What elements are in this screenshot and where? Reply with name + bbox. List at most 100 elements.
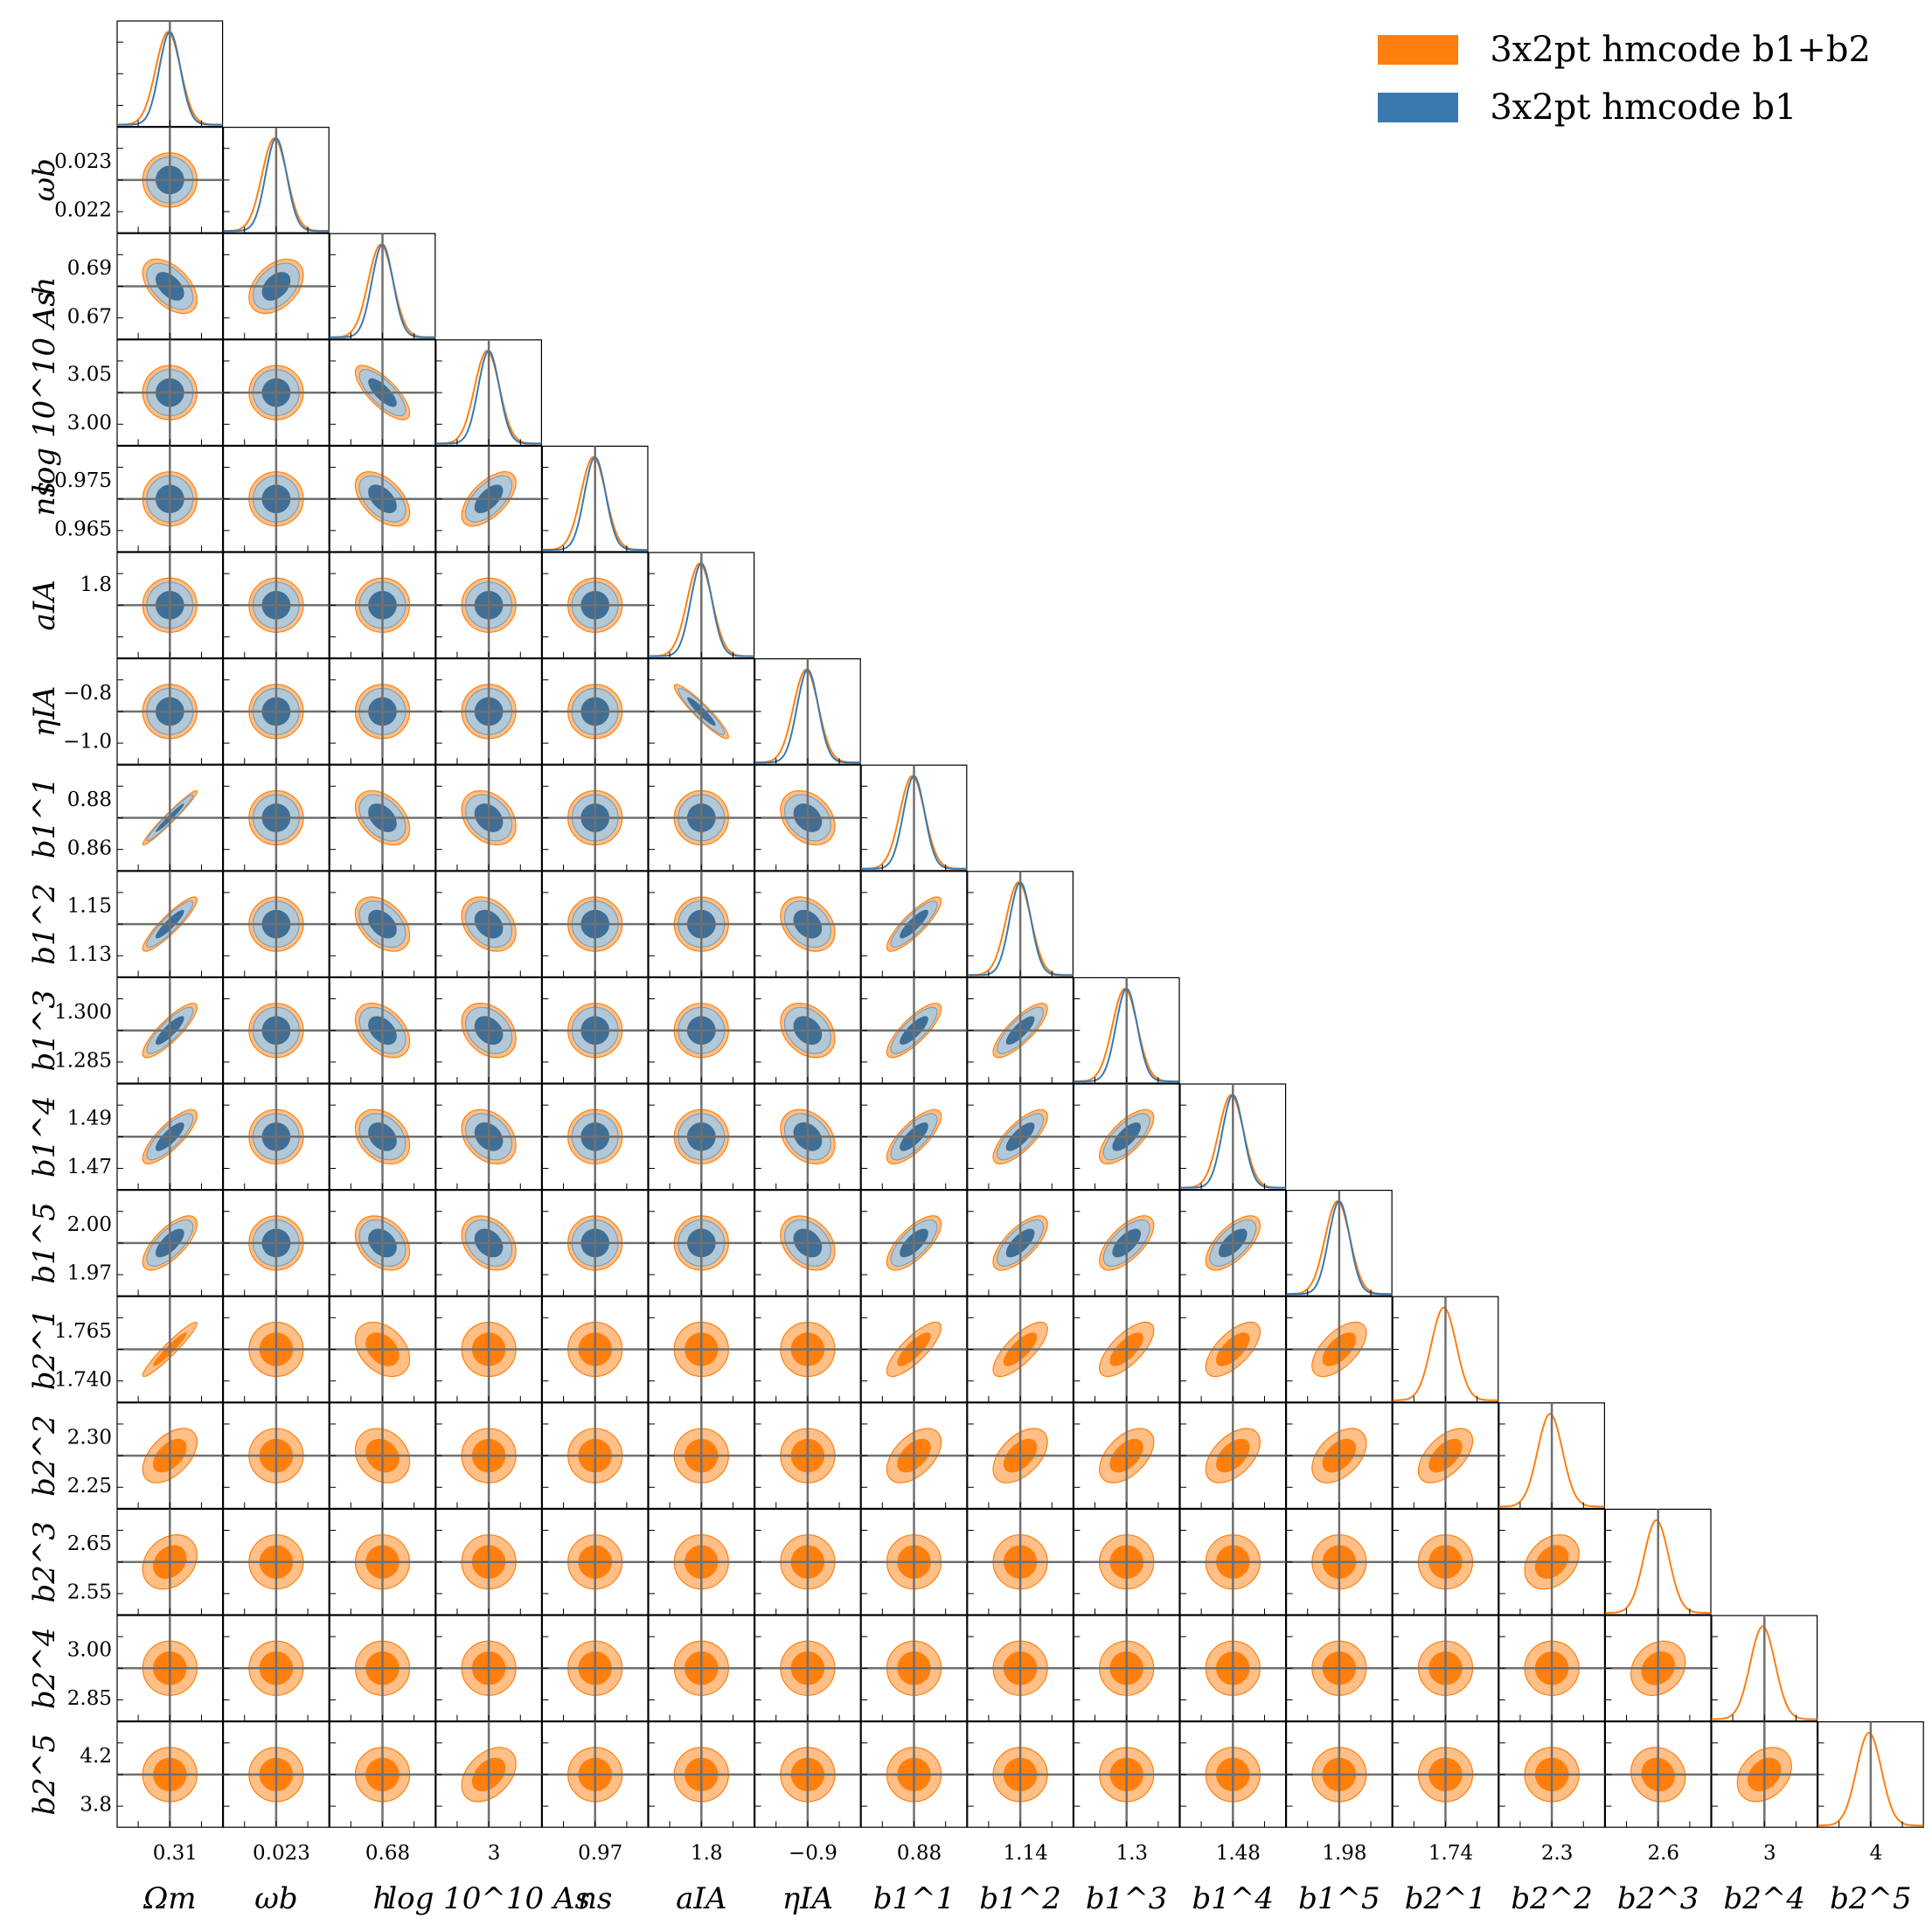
panel-b24-b11 xyxy=(860,1615,968,1722)
ylabel-b21: b2^1 xyxy=(27,1309,62,1391)
panel-b24-b23 xyxy=(1604,1615,1712,1722)
ytick-label: 0.86 xyxy=(67,837,112,859)
panel-aIA-h xyxy=(329,552,436,659)
panel-b13-b11 xyxy=(860,976,968,1084)
panel-b14-b13 xyxy=(1073,1083,1180,1191)
panel-b24-b21 xyxy=(1392,1615,1499,1722)
xtick-label: 0.31 xyxy=(153,1842,198,1865)
panel-b25-wb xyxy=(223,1720,330,1828)
xlabel-ns: ns xyxy=(578,1881,612,1916)
panel-b22-b21 xyxy=(1392,1402,1499,1510)
xlabel-b21: b2^1 xyxy=(1405,1881,1487,1916)
panel-b15-b15 xyxy=(1285,1189,1393,1296)
ytick-label: 1.285 xyxy=(54,1049,112,1072)
panel-ns-ns xyxy=(541,445,649,552)
panel-b24-b24 xyxy=(1711,1615,1818,1722)
panel-eIA-As xyxy=(435,657,542,765)
panel-b11-b11 xyxy=(860,764,968,872)
xlabel-b12: b1^2 xyxy=(979,1881,1061,1916)
ylabel-b25: b2^5 xyxy=(27,1734,62,1816)
panel-b25-b24 xyxy=(1711,1720,1818,1828)
xlabel-b11: b1^1 xyxy=(873,1881,956,1916)
panel-aIA-As xyxy=(435,552,542,659)
panel-b13-h xyxy=(329,976,436,1084)
ytick-label: 1.8 xyxy=(80,573,112,596)
panel-b11-Om xyxy=(116,764,224,872)
xlabel-wb: ωb xyxy=(254,1881,298,1916)
panel-b11-wb xyxy=(223,764,330,872)
xtick-label: 0.97 xyxy=(578,1842,622,1865)
ylabel-b15: b1^5 xyxy=(27,1202,62,1284)
panel-b23-b11 xyxy=(860,1508,968,1616)
ylabel-As: log 10^10 As xyxy=(27,291,62,494)
panel-b25-b11 xyxy=(860,1720,968,1828)
xlabel-b22: b2^2 xyxy=(1511,1881,1593,1916)
panel-b21-ns xyxy=(541,1296,649,1403)
ytick-label: 3.00 xyxy=(67,1639,112,1662)
panel-b22-ns xyxy=(541,1402,649,1510)
panel-b22-b15 xyxy=(1285,1402,1393,1510)
panel-b21-As xyxy=(435,1296,542,1403)
xtick-label: 1.8 xyxy=(691,1842,723,1865)
panel-b21-b12 xyxy=(967,1296,1074,1403)
panel-b12-b11 xyxy=(860,871,968,977)
ytick-label: 0.022 xyxy=(54,199,112,222)
panel-b25-b12 xyxy=(967,1720,1074,1828)
ytick-label: 0.88 xyxy=(67,789,112,811)
panel-eIA-eIA xyxy=(754,657,861,765)
legend-item-b1[interactable]: 3x2pt hmcode b1 xyxy=(1378,82,1871,133)
panel-b11-ns xyxy=(541,764,649,872)
panel-b21-aIA xyxy=(648,1296,755,1403)
legend-swatch-b1b2 xyxy=(1378,35,1459,65)
ylabel-b13: b1^3 xyxy=(27,990,62,1072)
ytick-label: 1.49 xyxy=(67,1108,112,1130)
xlabel-As: log 10^10 As xyxy=(387,1881,590,1916)
ylabel-b23: b2^3 xyxy=(27,1521,62,1603)
panel-b15-eIA xyxy=(754,1189,861,1296)
panel-b23-b21 xyxy=(1392,1508,1499,1616)
panel-ns-h xyxy=(329,445,436,552)
panel-aIA-aIA xyxy=(648,552,755,659)
panel-b14-b14 xyxy=(1179,1083,1287,1191)
ytick-label: 1.13 xyxy=(67,943,112,966)
panel-b13-Om xyxy=(116,976,224,1084)
panel-aIA-wb xyxy=(223,552,330,659)
panel-b21-h xyxy=(329,1296,436,1403)
panel-b24-wb xyxy=(223,1615,330,1722)
panel-wb-Om xyxy=(116,127,224,233)
panel-b12-h xyxy=(329,871,436,977)
panel-b21-b15 xyxy=(1285,1296,1393,1403)
legend-item-b1b2[interactable]: 3x2pt hmcode b1+b2 xyxy=(1378,24,1871,75)
panel-b23-b12 xyxy=(967,1508,1074,1616)
ytick-label: 1.300 xyxy=(54,1001,112,1024)
ytick-label: 1.15 xyxy=(67,894,112,917)
panel-b12-Om xyxy=(116,871,224,977)
ytick-label: −1.0 xyxy=(63,731,112,754)
ylabel-b24: b2^4 xyxy=(27,1628,62,1710)
xtick-label: −0.9 xyxy=(789,1842,837,1865)
ytick-label: 0.965 xyxy=(54,518,112,540)
panel-b23-b22 xyxy=(1498,1508,1606,1616)
panel-b23-b23 xyxy=(1604,1508,1712,1616)
panel-b25-b21 xyxy=(1392,1720,1499,1828)
ytick-label: 2.55 xyxy=(67,1581,112,1603)
panel-b22-As xyxy=(435,1402,542,1510)
panel-b14-b11 xyxy=(860,1083,968,1191)
panel-b24-b22 xyxy=(1498,1615,1606,1722)
panel-b22-b22 xyxy=(1498,1402,1606,1510)
panel-ns-As xyxy=(435,445,542,552)
panel-b12-aIA xyxy=(648,871,755,977)
xlabel-b13: b1^3 xyxy=(1086,1881,1168,1916)
panel-b22-eIA xyxy=(754,1402,861,1510)
panel-b21-b14 xyxy=(1179,1296,1287,1403)
ytick-label: 2.00 xyxy=(67,1213,112,1236)
xlabel-aIA: aIA xyxy=(676,1881,726,1916)
panel-b13-As xyxy=(435,976,542,1084)
ylabel-b12: b1^2 xyxy=(27,883,62,965)
ylabel-ns: ns xyxy=(27,482,62,516)
panel-b21-Om xyxy=(116,1296,224,1403)
ylabel-b14: b1^4 xyxy=(27,1096,62,1178)
xtick-label: 0.88 xyxy=(897,1842,942,1865)
xtick-label: 1.98 xyxy=(1322,1842,1366,1865)
panel-ns-Om xyxy=(116,445,224,552)
